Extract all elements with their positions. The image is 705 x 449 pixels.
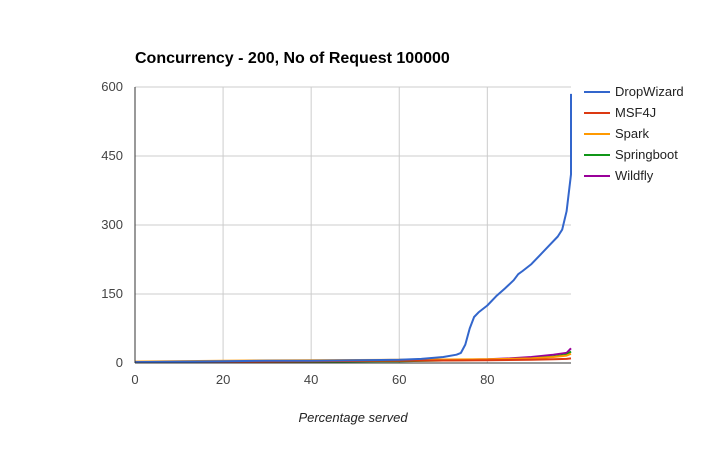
- legend-label: DropWizard: [615, 84, 684, 99]
- legend-label: Wildfly: [615, 168, 654, 183]
- grid-lines: [135, 86, 571, 363]
- x-tick-label-3: 60: [392, 372, 406, 387]
- tick-labels: 0 150 300 450 600 0 20 40 60 80: [101, 79, 494, 387]
- axes: [134, 87, 571, 364]
- x-tick-label-1: 20: [216, 372, 230, 387]
- legend: DropWizard MSF4J Spark Springboot Wildfly: [584, 84, 684, 183]
- legend-item-spark: Spark: [584, 126, 649, 141]
- y-tick-label-4: 600: [101, 79, 123, 94]
- legend-label: MSF4J: [615, 105, 656, 120]
- series-lines: [134, 93, 572, 364]
- x-axis-label: Percentage served: [298, 410, 408, 425]
- x-tick-label-4: 80: [480, 372, 494, 387]
- legend-label: Springboot: [615, 147, 678, 162]
- y-tick-label-2: 300: [101, 217, 123, 232]
- series-line-dropwizard: [134, 93, 572, 364]
- legend-item-springboot: Springboot: [584, 147, 678, 162]
- y-tick-label-3: 450: [101, 148, 123, 163]
- x-tick-label-0: 0: [131, 372, 138, 387]
- legend-item-wildfly: Wildfly: [584, 168, 654, 183]
- legend-item-msf4j: MSF4J: [584, 105, 656, 120]
- y-tick-label-0: 0: [116, 355, 123, 370]
- x-tick-label-2: 40: [304, 372, 318, 387]
- legend-label: Spark: [615, 126, 649, 141]
- chart-title: Concurrency - 200, No of Request 100000: [135, 50, 450, 67]
- y-tick-label-1: 150: [101, 286, 123, 301]
- legend-item-dropwizard: DropWizard: [584, 84, 684, 99]
